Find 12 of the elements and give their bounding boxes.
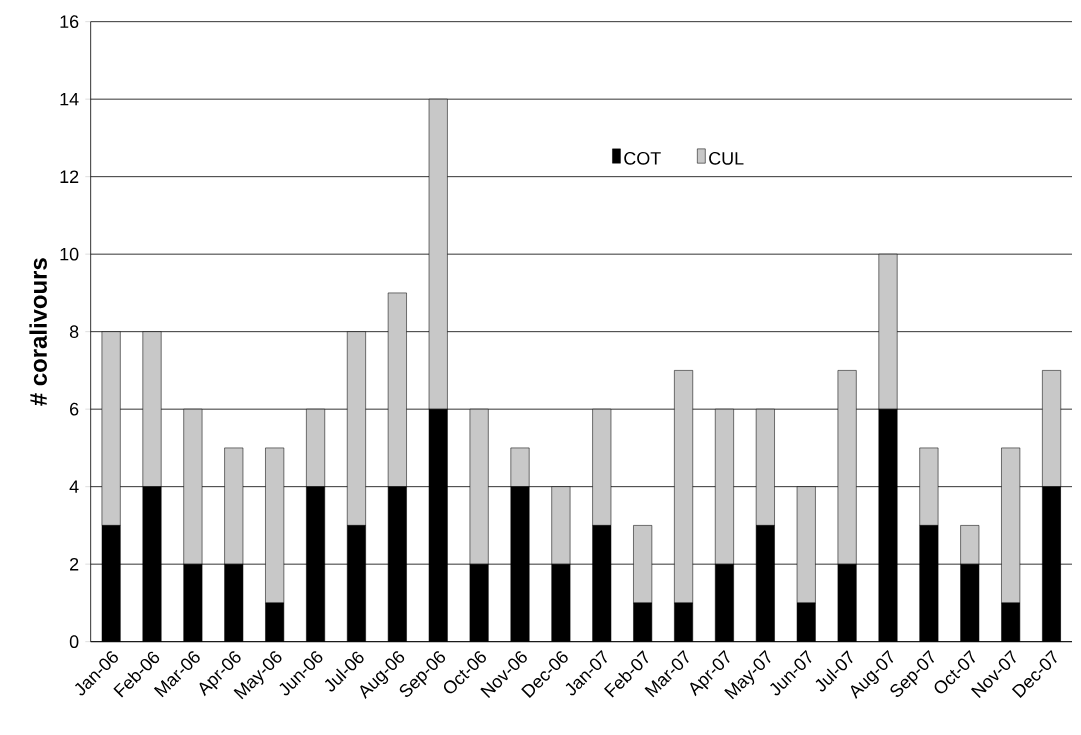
y-tick-label: 12 bbox=[60, 170, 79, 183]
legend-label: CUL bbox=[709, 152, 744, 165]
y-tick-label: 14 bbox=[60, 93, 79, 106]
y-axis-title: # coralivours bbox=[29, 258, 47, 406]
y-tick-label: 16 bbox=[60, 15, 79, 28]
y-tick-label: 0 bbox=[69, 635, 79, 649]
y-tick-label: 8 bbox=[69, 325, 79, 338]
y-tick-label: 4 bbox=[69, 480, 79, 493]
y-tick-label: 10 bbox=[60, 247, 79, 261]
legend-label: COT bbox=[624, 152, 661, 165]
y-tick-label: 2 bbox=[70, 557, 79, 571]
y-tick-label: 6 bbox=[70, 402, 79, 416]
